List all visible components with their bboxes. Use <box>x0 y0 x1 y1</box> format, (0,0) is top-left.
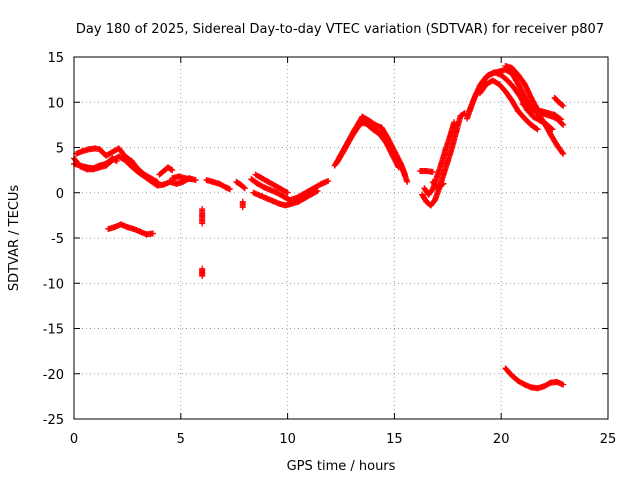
data-point <box>560 102 567 109</box>
data-point <box>395 164 402 171</box>
data-point <box>153 178 160 185</box>
x-tick-label: 5 <box>177 432 185 447</box>
data-point <box>199 220 206 227</box>
data-point <box>451 119 458 126</box>
data-point <box>154 178 161 185</box>
series-track-n <box>333 119 402 171</box>
x-axis-title: GPS time / hours <box>287 459 396 474</box>
data-point <box>556 115 563 122</box>
series-track-aa <box>199 265 206 280</box>
data-point <box>113 158 120 165</box>
data-point <box>313 188 320 195</box>
series-track-o <box>417 168 436 175</box>
series-track-d <box>156 164 176 178</box>
data-point <box>548 125 555 132</box>
data-point <box>440 180 447 187</box>
x-tick-label: 20 <box>493 432 510 447</box>
data-point <box>559 149 566 156</box>
series-track-u <box>476 77 541 133</box>
data-point <box>560 150 567 157</box>
series-track-e <box>169 173 195 183</box>
y-tick-label: -25 <box>43 413 64 428</box>
data-point <box>560 381 567 388</box>
data-point <box>558 116 565 123</box>
data-point <box>192 177 199 184</box>
data-point <box>168 166 175 173</box>
data-point <box>314 187 321 194</box>
data-point <box>199 273 206 280</box>
x-tick-label: 10 <box>279 432 296 447</box>
tick-labels: 0 5 10 15 20 25 -25 -20 -15 -10 -5 0 5 10 15 <box>43 51 617 447</box>
series-track-i <box>250 187 321 209</box>
data-point <box>188 176 195 183</box>
data-point <box>559 101 566 108</box>
x-tick-label: 15 <box>386 432 403 447</box>
y-tick-label: 5 <box>56 142 64 157</box>
y-tick-label: 10 <box>47 96 64 111</box>
series-track-b <box>73 145 161 185</box>
y-tick-label: -10 <box>43 277 64 292</box>
series-track-a <box>71 153 199 189</box>
data-point <box>112 157 119 164</box>
series-track-w <box>519 101 565 123</box>
series-track-c <box>71 155 120 172</box>
y-tick-label: 15 <box>47 51 64 66</box>
x-tick-label: 25 <box>600 432 617 447</box>
data-point <box>560 121 567 128</box>
data-point <box>169 167 176 174</box>
series-track-x <box>551 94 567 109</box>
data-point <box>439 181 446 188</box>
y-axis-title: SDTVAR / TECUs <box>7 185 22 292</box>
data-point <box>241 185 248 192</box>
data-point <box>325 177 332 184</box>
chart-title: Day 180 of 2025, Sidereal Day-to-day VTE… <box>76 22 604 37</box>
data-point <box>150 230 157 237</box>
x-tick-label: 0 <box>70 432 78 447</box>
data-point <box>226 186 233 193</box>
series-track-r <box>429 178 447 191</box>
series-track-y <box>105 221 157 238</box>
data-point <box>404 178 411 185</box>
series-track-j <box>252 171 291 196</box>
data-point <box>534 126 541 133</box>
series-track-ab <box>502 365 567 392</box>
data-point <box>239 198 246 205</box>
data-point <box>240 184 247 191</box>
data-point <box>402 171 409 178</box>
data-point <box>559 120 566 127</box>
series-track-z <box>199 206 206 227</box>
y-tick-label: -15 <box>43 323 64 338</box>
series-track-f <box>203 177 233 193</box>
series-track-p <box>419 110 468 209</box>
y-tick-label: -5 <box>51 232 64 247</box>
data-point <box>284 189 291 196</box>
data-points <box>71 63 567 392</box>
y-tick-label: 0 <box>56 187 64 202</box>
data-point <box>429 168 436 175</box>
data-point <box>533 125 540 132</box>
series-track-g <box>233 178 248 192</box>
data-point <box>549 126 556 133</box>
axis-ticks <box>73 56 609 420</box>
data-point <box>283 189 290 196</box>
series-track-k <box>239 198 246 211</box>
y-tick-label: -20 <box>43 368 64 383</box>
grid-lines <box>74 57 608 419</box>
